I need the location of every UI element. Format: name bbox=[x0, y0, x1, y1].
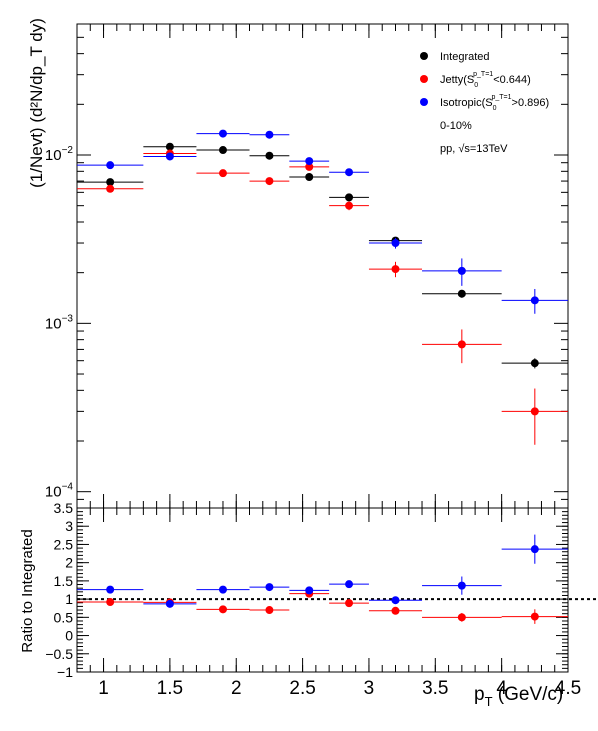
ratio-series-jetty bbox=[77, 589, 568, 624]
legend-note: 0-10% bbox=[440, 120, 472, 132]
ratio-data-point bbox=[305, 586, 314, 595]
data-point bbox=[218, 146, 227, 155]
data-point bbox=[345, 193, 354, 202]
ratio-data-point bbox=[457, 581, 466, 590]
bottom-y-tick-label: −1 bbox=[57, 664, 73, 680]
bottom-x-tick-label: 4 bbox=[496, 678, 507, 699]
legend-marker-integrated bbox=[420, 52, 428, 60]
data-point bbox=[391, 239, 400, 248]
bottom-y-tick-label: 0.5 bbox=[54, 609, 74, 625]
bottom-panel: −1−0.500.511.522.533.5 1 1.5 2 2.5 3 3.5 4 4.5 … bbox=[19, 500, 598, 709]
bottom-x-ticks: 1 1.5 2 2.5 3 3.5 4 4.5 bbox=[76, 508, 581, 699]
data-point bbox=[305, 157, 314, 166]
data-point bbox=[106, 178, 115, 187]
ratio-data-point bbox=[391, 606, 400, 615]
top-x-ticks bbox=[76, 24, 569, 508]
ratio-data-point bbox=[265, 606, 274, 615]
data-point bbox=[391, 265, 400, 274]
bottom-data-marks bbox=[77, 534, 568, 624]
ratio-data-point bbox=[218, 605, 227, 614]
bottom-y-tick-label: 1.5 bbox=[54, 573, 74, 589]
data-point bbox=[265, 130, 274, 139]
ratio-data-point bbox=[345, 599, 354, 608]
data-point bbox=[457, 289, 466, 298]
bottom-x-tick-label: 3 bbox=[364, 678, 375, 699]
top-data-marks bbox=[77, 129, 568, 445]
ratio-data-point bbox=[218, 585, 227, 594]
series-jetty bbox=[77, 149, 568, 445]
top-y-tick-label: 10−3 bbox=[45, 313, 74, 332]
data-point bbox=[265, 177, 274, 186]
bottom-y-tick-label: 3.5 bbox=[54, 500, 74, 516]
top-panel: 10−4 10−3 10−2 (1/Nevt) (d²N/dp_T dy) Inte… bbox=[27, 18, 569, 509]
legend-note: pp, √s=13TeV bbox=[440, 143, 508, 155]
data-point bbox=[345, 168, 354, 177]
legend: Integrated Jetty(S0p_T=1<0.644) Isotropic(… bbox=[420, 51, 549, 155]
bottom-y-tick-label: 1 bbox=[65, 591, 73, 607]
bottom-x-tick-label: 1.5 bbox=[157, 678, 183, 699]
data-point bbox=[165, 142, 174, 151]
bottom-x-tick-label: 1 bbox=[98, 678, 109, 699]
top-y-tick-label: 10−2 bbox=[45, 145, 74, 164]
ratio-data-point bbox=[265, 583, 274, 592]
data-point bbox=[218, 129, 227, 138]
ratio-data-point bbox=[106, 585, 115, 594]
x-axis-label: pT (GeV/c) bbox=[474, 684, 563, 709]
legend-label-isotropic: Isotropic(S0p_T=1>0.896) bbox=[440, 94, 549, 112]
ratio-data-point bbox=[530, 545, 539, 554]
ratio-data-point bbox=[457, 613, 466, 622]
data-point bbox=[457, 340, 466, 349]
series-isotropic bbox=[77, 129, 568, 314]
data-point bbox=[457, 266, 466, 275]
legend-label-jetty: Jetty(S0p_T=1<0.644) bbox=[440, 71, 531, 89]
bottom-y-tick-label: 2.5 bbox=[54, 536, 74, 552]
bottom-y-axis-label: Ratio to Integrated bbox=[19, 529, 36, 652]
bottom-y-tick-label: 3 bbox=[65, 518, 73, 534]
data-point bbox=[305, 162, 314, 171]
legend-marker-jetty bbox=[420, 75, 428, 83]
data-point bbox=[106, 184, 115, 193]
ratio-data-point bbox=[530, 612, 539, 621]
ratio-data-point bbox=[106, 598, 115, 607]
data-point bbox=[218, 169, 227, 178]
top-y-ticks: 10−4 10−3 10−2 bbox=[45, 23, 568, 509]
ratio-data-point bbox=[345, 580, 354, 589]
bottom-x-tick-label: 4.5 bbox=[555, 678, 581, 699]
bottom-y-tick-label: −0.5 bbox=[45, 646, 73, 662]
data-point bbox=[305, 173, 314, 182]
data-point bbox=[106, 161, 115, 170]
top-y-tick-label: 10−4 bbox=[45, 482, 74, 501]
data-point bbox=[165, 152, 174, 161]
ratio-data-point bbox=[165, 599, 174, 608]
bottom-y-tick-label: 0 bbox=[65, 628, 73, 644]
bottom-x-tick-label: 3.5 bbox=[422, 678, 448, 699]
ratio-data-point bbox=[391, 596, 400, 605]
data-point bbox=[530, 296, 539, 305]
bottom-x-tick-label: 2.5 bbox=[289, 678, 315, 699]
bottom-y-ticks: −1 −0.5 0 0.5 1 1.5 2 2.5 3 3.5 bbox=[45, 500, 568, 680]
bottom-y-tick-label: 2 bbox=[65, 555, 73, 571]
data-point bbox=[530, 407, 539, 416]
top-y-axis-label: (1/Nevt) (d²N/dp_T dy) bbox=[27, 18, 46, 188]
data-point bbox=[530, 359, 539, 368]
legend-marker-isotropic bbox=[420, 98, 428, 106]
bottom-x-tick-label: 2 bbox=[231, 678, 242, 699]
data-point bbox=[345, 201, 354, 210]
data-point bbox=[265, 151, 274, 160]
legend-label-integrated: Integrated bbox=[440, 51, 490, 63]
ratio-series-isotropic bbox=[77, 534, 568, 608]
